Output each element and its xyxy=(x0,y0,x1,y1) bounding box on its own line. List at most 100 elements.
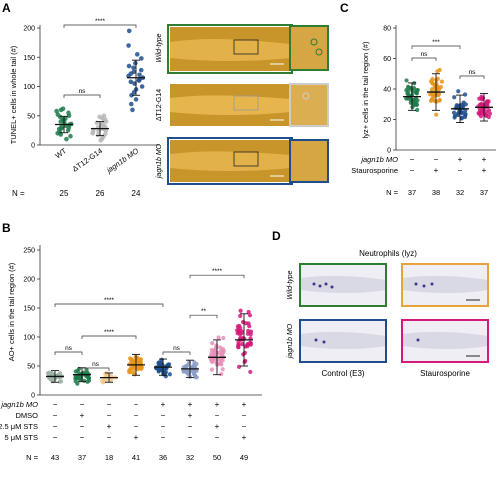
n-value: 38 xyxy=(432,188,440,197)
condition-sign: + xyxy=(215,422,220,431)
data-point xyxy=(130,107,135,113)
row-label: 5 μM STS xyxy=(5,433,39,442)
data-point xyxy=(247,313,253,318)
panel-d: D Neutrophils (lyz) xyxy=(272,229,489,378)
condition-sign: − xyxy=(242,411,247,420)
significance-label: ns xyxy=(469,69,477,76)
data-point xyxy=(245,331,250,336)
significance-bracket xyxy=(189,314,218,319)
panel-d-letter: D xyxy=(272,229,281,243)
group-label: jagn1b MO xyxy=(104,146,140,175)
ytick-label: 200 xyxy=(23,26,35,33)
data-point xyxy=(84,367,89,373)
data-point xyxy=(100,380,105,385)
image-wt-control xyxy=(299,263,387,307)
frame xyxy=(401,319,489,363)
condition-sign: + xyxy=(482,155,487,164)
data-point xyxy=(73,378,78,384)
data-point xyxy=(430,80,435,86)
n-value: 50 xyxy=(213,453,221,462)
ytick-label: 0 xyxy=(31,393,35,400)
panel-a-n-label: N = xyxy=(12,189,25,198)
condition-sign: − xyxy=(215,433,220,442)
frame xyxy=(299,263,387,307)
panel-c-letter: C xyxy=(340,1,349,15)
group-label: ΔT12-G14 xyxy=(71,146,105,173)
data-point xyxy=(47,370,52,375)
panel-b-condition-rows: jagn1b MO − − − − + + + + DMSO − + − − − + − − 2.5 μM STS −… xyxy=(0,400,248,462)
data-point xyxy=(55,112,61,117)
data-point xyxy=(103,131,108,137)
panel-a-points xyxy=(54,28,146,143)
condition-sign: + xyxy=(80,411,85,420)
data-point xyxy=(463,111,468,117)
panel-a-yticks: 0 50 100 150 200 xyxy=(23,26,40,150)
condition-sign: − xyxy=(53,400,58,409)
data-point xyxy=(236,342,241,348)
data-point xyxy=(218,360,223,366)
data-point xyxy=(167,372,172,377)
image-wt-staurosporine xyxy=(401,263,489,307)
condition-sign: − xyxy=(188,433,193,442)
data-point xyxy=(126,63,132,69)
n-value: 32 xyxy=(186,453,194,462)
n-value: 25 xyxy=(60,189,69,198)
panel-c-condition-rows: jagn1b MO − − + + Staurosporine − + − + N = 37 38 32 3… xyxy=(351,155,488,197)
condition-sign: − xyxy=(410,155,415,164)
data-point xyxy=(487,111,493,116)
significance-label: ** xyxy=(201,308,207,315)
panel-a-n-values: 25 26 24 xyxy=(60,189,141,198)
data-point xyxy=(240,319,246,325)
data-point xyxy=(463,108,468,113)
condition-sign: − xyxy=(80,400,85,409)
condition-sign: − xyxy=(107,411,112,420)
ytick-label: 50 xyxy=(27,113,35,120)
zoom-frame xyxy=(289,25,329,71)
data-point xyxy=(130,365,136,370)
data-point xyxy=(216,335,221,340)
data-point xyxy=(139,366,144,372)
data-point xyxy=(156,369,161,374)
data-point xyxy=(430,97,435,102)
condition-sign: − xyxy=(53,422,58,431)
n-value: 32 xyxy=(456,188,464,197)
significance-bracket xyxy=(81,335,137,339)
group-label: WT xyxy=(53,146,68,160)
data-point xyxy=(452,115,457,120)
condition-sign: + xyxy=(242,400,247,409)
data-point xyxy=(439,79,444,84)
condition-sign: − xyxy=(161,422,166,431)
panel-d-row-label-mo: jagn1b MO xyxy=(287,323,294,359)
data-point xyxy=(463,92,468,97)
data-point xyxy=(221,348,226,354)
data-point xyxy=(438,84,444,90)
significance-label: **** xyxy=(104,329,115,336)
zoom-box xyxy=(233,95,259,111)
condition-sign: − xyxy=(53,433,58,442)
panel-a-xlabels: WT ΔT12-G14 jagn1b MO xyxy=(53,146,140,175)
image-mo-staurosporine xyxy=(401,319,489,363)
data-point xyxy=(437,97,442,103)
data-point xyxy=(220,367,225,372)
ytick-label: 80 xyxy=(383,26,391,33)
frame xyxy=(299,319,387,363)
n-value: 37 xyxy=(78,453,86,462)
data-point xyxy=(412,101,417,106)
ytick-label: 150 xyxy=(23,55,35,62)
condition-sign: + xyxy=(215,400,220,409)
image-dt12-g14: ΔT12-G14 xyxy=(156,83,329,127)
data-point xyxy=(434,112,439,117)
ytick-label: 20 xyxy=(383,117,391,124)
data-point xyxy=(133,60,138,66)
panel-c-significance: ns***ns xyxy=(411,39,485,79)
zoom-frame xyxy=(289,139,329,183)
panel-a-letter: A xyxy=(2,1,11,15)
data-point xyxy=(192,360,197,365)
data-point xyxy=(139,56,144,61)
data-point xyxy=(463,102,468,107)
data-point xyxy=(408,85,414,91)
panel-d-col-label-control: Control (E3) xyxy=(321,369,364,378)
panel-c-points xyxy=(403,67,493,124)
data-point xyxy=(209,367,215,372)
n-value: 37 xyxy=(408,188,416,197)
